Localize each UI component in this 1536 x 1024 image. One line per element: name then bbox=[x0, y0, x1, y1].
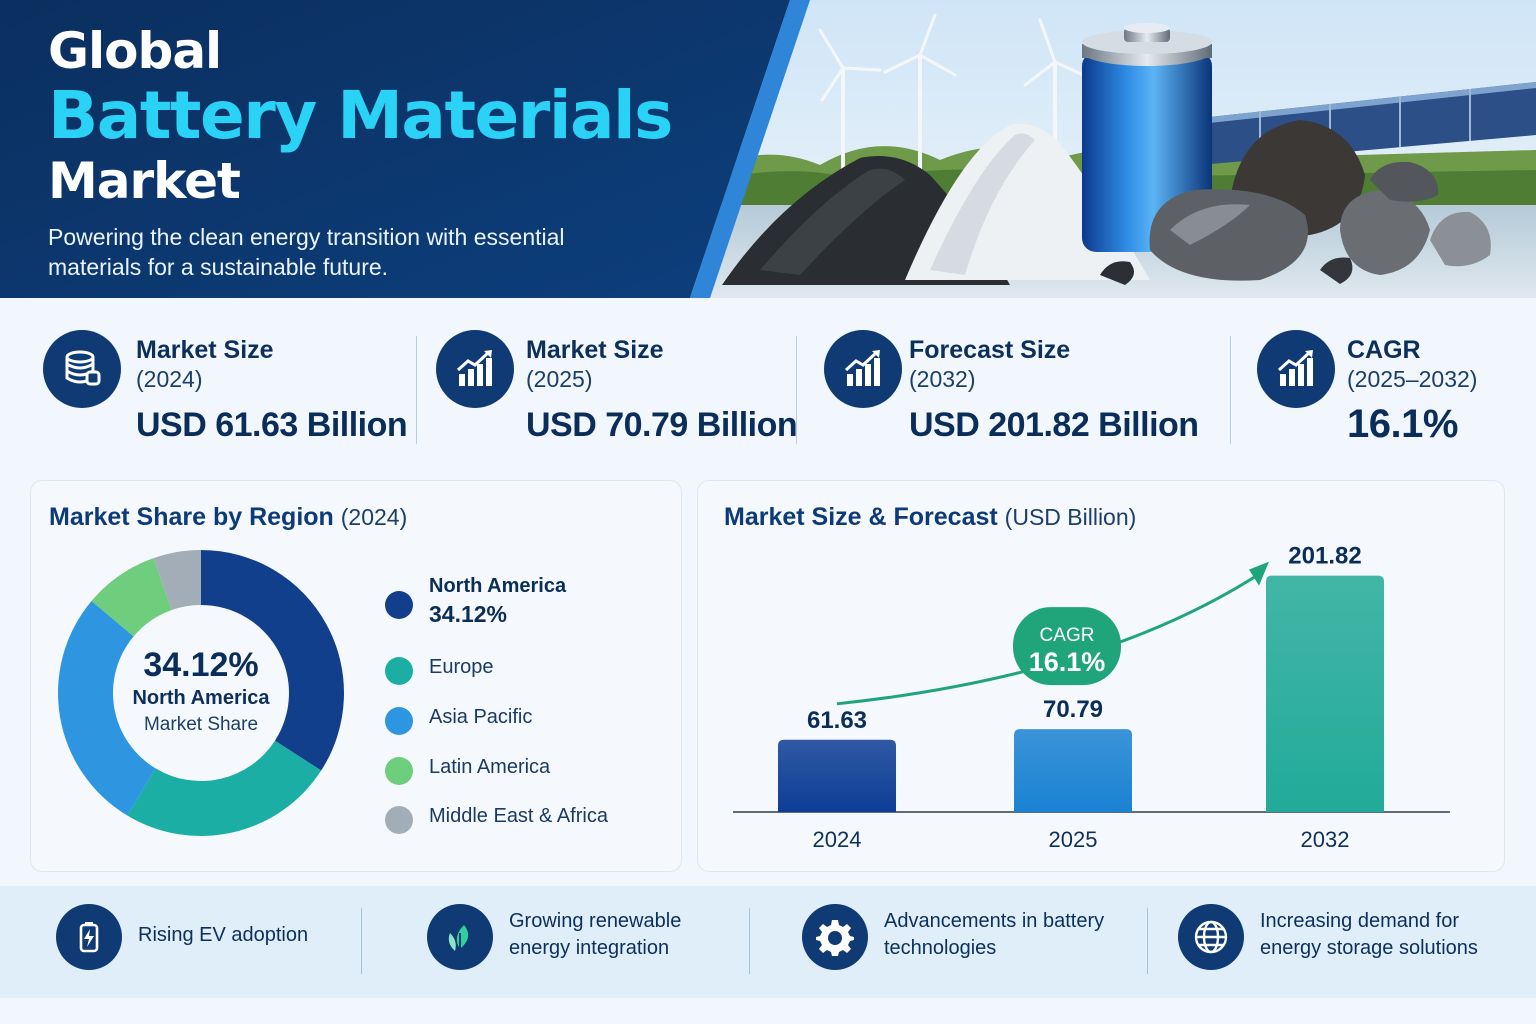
divider bbox=[361, 908, 362, 974]
bar-2024 bbox=[778, 739, 896, 812]
driver-energy-storage: Increasing demand for energy storage sol… bbox=[1178, 904, 1508, 980]
leaf-icon bbox=[427, 904, 493, 970]
hero-banner: Global Battery Materials Market Powering… bbox=[0, 0, 1536, 298]
forecast-card: Market Size & Forecast (USD Billion) 61.… bbox=[697, 480, 1505, 872]
battery-charge-icon bbox=[56, 904, 122, 970]
donut-center-region: North America bbox=[132, 687, 270, 709]
bar-title-unit: (USD Billion) bbox=[1004, 504, 1137, 530]
growth-chart-icon bbox=[824, 330, 902, 408]
donut-title-text: Market Share by Region bbox=[49, 503, 334, 531]
cagr-badge-label: CAGR bbox=[1040, 625, 1095, 646]
stat-year: (2025) bbox=[526, 366, 593, 392]
stat-label: CAGR bbox=[1347, 336, 1421, 364]
legend-label: Europe bbox=[429, 656, 494, 678]
bar-title-text: Market Size & Forecast bbox=[724, 503, 998, 531]
legend-swatch bbox=[385, 657, 413, 685]
divider bbox=[416, 336, 417, 444]
globe-icon bbox=[1178, 904, 1244, 970]
legend-swatch bbox=[385, 806, 413, 834]
region-share-card: Market Share by Region (2024) 34.12% Nor… bbox=[30, 480, 682, 872]
stat-year: (2032) bbox=[909, 366, 976, 392]
stat-year: (2024) bbox=[136, 366, 203, 392]
stat-value: USD 61.63 Billion bbox=[136, 406, 408, 444]
growth-drivers: Rising EV adoption Growing renewable ene… bbox=[0, 886, 1536, 998]
donut-chart bbox=[58, 550, 344, 836]
legend-value: 34.12% bbox=[429, 601, 508, 627]
stat-value: USD 201.82 Billion bbox=[909, 406, 1199, 444]
donut-slice-north-america bbox=[201, 550, 344, 771]
stat-value: 16.1% bbox=[1347, 402, 1458, 446]
bar-chart-title: Market Size & Forecast (USD Billion) bbox=[724, 503, 1136, 532]
stat-label: Market Size bbox=[136, 336, 274, 364]
bar-value-label: 201.82 bbox=[1288, 543, 1361, 570]
x-tick-label: 2025 bbox=[1049, 827, 1098, 852]
donut-slice-middle-east-africa bbox=[153, 550, 201, 610]
title-panel bbox=[0, 0, 810, 298]
driver-ev-adoption: Rising EV adoption bbox=[56, 904, 336, 980]
title-line-2: Battery Materials bbox=[48, 77, 673, 154]
legend-label: Middle East & Africa bbox=[429, 805, 608, 827]
donut-slice-asia-pacific bbox=[58, 601, 156, 816]
arrow-head bbox=[1249, 561, 1269, 586]
donut-slice-latin-america bbox=[91, 558, 172, 637]
driver-text: Growing renewable energy integration bbox=[509, 910, 682, 959]
driver-text: Rising EV adoption bbox=[138, 924, 309, 946]
legend-swatch bbox=[385, 707, 413, 735]
bar-2032 bbox=[1266, 575, 1384, 812]
driver-renewables: Growing renewable energy integration bbox=[427, 904, 727, 980]
driver-text: Advancements in battery technologies bbox=[884, 910, 1105, 959]
growth-chart-icon bbox=[1257, 330, 1335, 408]
driver-text: Increasing demand for energy storage sol… bbox=[1260, 910, 1478, 959]
database-icon bbox=[43, 330, 121, 408]
divider bbox=[1230, 336, 1231, 444]
stat-value: USD 70.79 Billion bbox=[526, 406, 798, 444]
bar-2025 bbox=[1014, 729, 1132, 812]
x-tick-label: 2032 bbox=[1301, 827, 1350, 852]
title-line-1: Global bbox=[48, 22, 222, 80]
stat-label: Forecast Size bbox=[909, 336, 1071, 364]
cagr-badge bbox=[1013, 607, 1121, 686]
legend-swatch bbox=[385, 757, 413, 785]
cagr-badge-value: 16.1% bbox=[1029, 647, 1106, 677]
bar-value-label: 70.79 bbox=[1043, 696, 1103, 723]
divider bbox=[796, 336, 797, 444]
ore-rocks bbox=[1100, 120, 1491, 285]
wind-turbines bbox=[818, 13, 1092, 182]
page-title: Global Battery Materials Market bbox=[48, 22, 673, 210]
gear-icon bbox=[802, 904, 868, 970]
growth-chart-icon bbox=[436, 330, 514, 408]
donut-title-year: (2024) bbox=[340, 504, 408, 530]
legend-swatch bbox=[385, 591, 413, 619]
donut-center-value: 34.12% bbox=[143, 646, 259, 684]
bar-value-label: 61.63 bbox=[807, 707, 867, 734]
legend-label: Asia Pacific bbox=[429, 706, 533, 728]
stat-label: Market Size bbox=[526, 336, 664, 364]
divider bbox=[749, 908, 750, 974]
legend-label: North America bbox=[429, 575, 567, 597]
driver-battery-tech: Advancements in battery technologies bbox=[802, 904, 1122, 980]
divider bbox=[1147, 908, 1148, 974]
x-tick-label: 2024 bbox=[813, 827, 862, 852]
page-subtitle: Powering the clean energy transition wit… bbox=[48, 224, 565, 280]
key-stats: Market Size (2024) USD 61.63 Billion Mar… bbox=[0, 298, 1536, 468]
donut-slice-europe bbox=[127, 740, 322, 836]
donut-chart-title: Market Share by Region (2024) bbox=[49, 503, 407, 532]
stat-year: (2025–2032) bbox=[1347, 366, 1478, 392]
legend-label: Latin America bbox=[429, 756, 551, 778]
donut-center-label: 34.12% North America Market Share bbox=[131, 646, 271, 736]
title-line-3: Market bbox=[48, 152, 241, 210]
donut-center-caption: Market Share bbox=[143, 714, 259, 735]
